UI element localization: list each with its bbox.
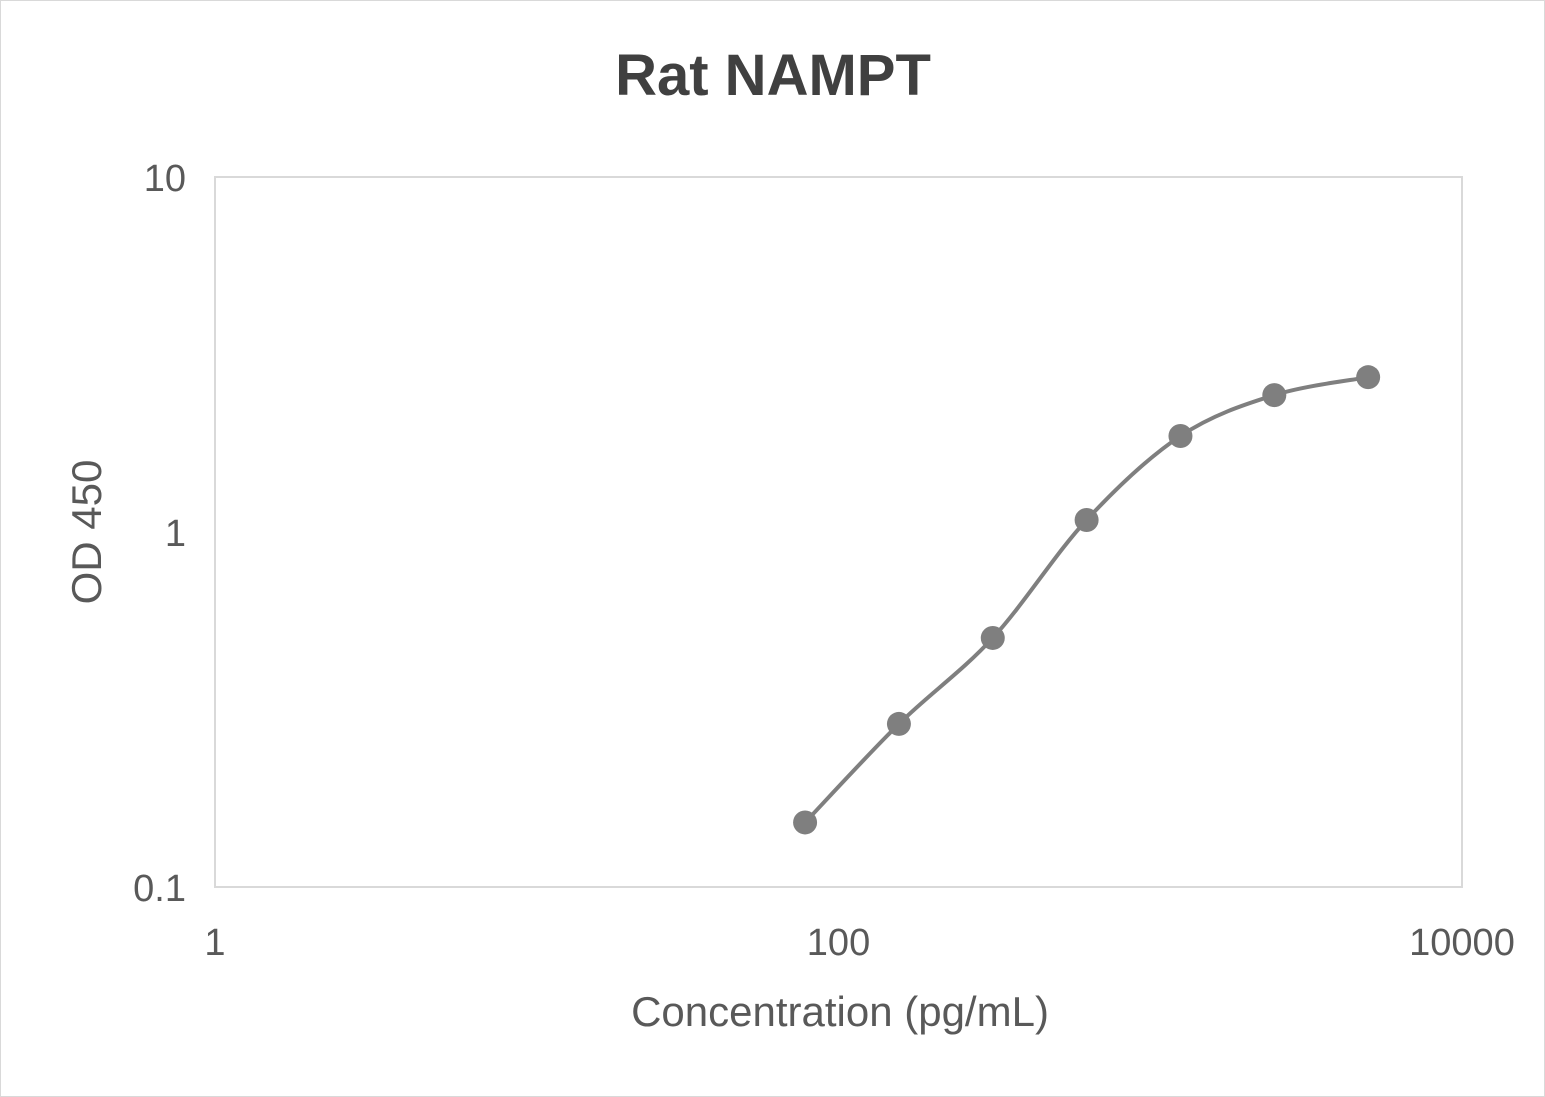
data-point	[1168, 423, 1193, 448]
x-tick-label: 10000	[1409, 922, 1515, 964]
data-point	[1356, 365, 1381, 390]
x-axis-label: Concentration (pg/mL)	[631, 988, 1049, 1035]
series-line	[803, 375, 1369, 824]
x-tick-label: 1	[204, 922, 225, 964]
data-point	[1262, 383, 1287, 408]
x-tick-label: 100	[807, 922, 870, 964]
y-tick-label: 1	[165, 513, 186, 555]
y-tick-label: 0.1	[133, 868, 186, 910]
data-point	[793, 810, 818, 835]
data-point	[980, 625, 1005, 650]
plot-area	[214, 176, 1463, 888]
y-tick-label: 10	[144, 158, 186, 200]
data-point	[1074, 507, 1099, 532]
y-axis-label: OD 450	[63, 460, 110, 605]
chart-title: Rat NAMPT	[615, 43, 931, 108]
data-point	[886, 711, 911, 736]
